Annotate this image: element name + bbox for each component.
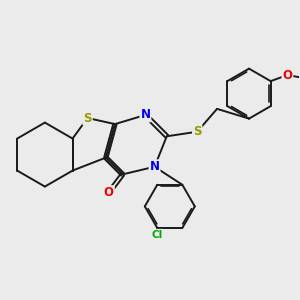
Text: O: O bbox=[282, 68, 292, 82]
Text: S: S bbox=[193, 125, 202, 138]
Text: O: O bbox=[104, 186, 114, 199]
Text: N: N bbox=[150, 160, 160, 173]
Text: N: N bbox=[140, 109, 150, 122]
Text: S: S bbox=[83, 112, 92, 124]
Text: Cl: Cl bbox=[152, 230, 163, 240]
